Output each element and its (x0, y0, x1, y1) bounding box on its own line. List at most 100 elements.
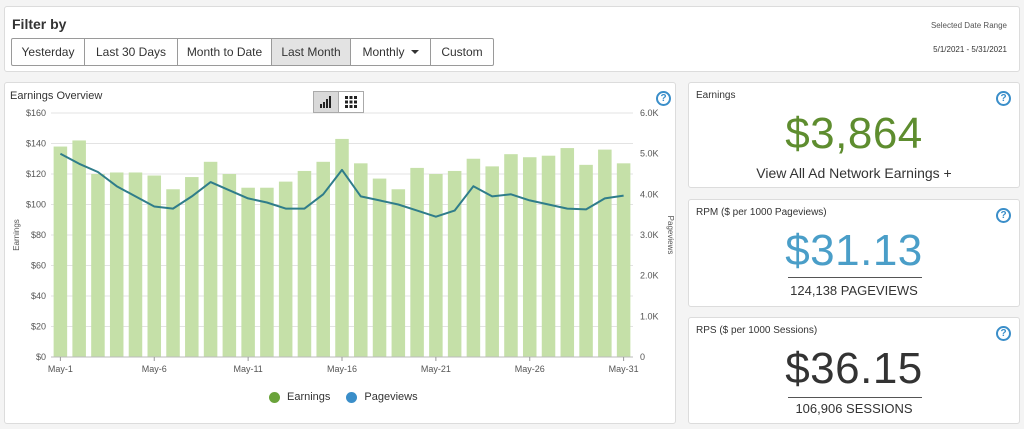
y-tick-label: $160 (26, 108, 46, 118)
rpm-card-title: RPM ($ per 1000 Pageviews) (696, 207, 827, 218)
legend-earnings-dot (269, 391, 280, 403)
y2-tick-label: 3.0K (640, 230, 659, 240)
rpm-card: RPM ($ per 1000 Pageviews) ? $31.13 124,… (688, 199, 1020, 307)
y-tick-label: $140 (26, 139, 46, 149)
legend-pageviews-label: Pageviews (364, 391, 418, 403)
earnings-bar (579, 164, 593, 357)
earnings-bar (260, 187, 274, 357)
y-tick-label: $40 (31, 291, 46, 301)
legend-pageviews-dot (346, 391, 358, 403)
rpm-help-icon[interactable]: ? (996, 208, 1011, 223)
y2-axis-label: Pageviews (666, 216, 675, 255)
chart-help-icon[interactable]: ? (656, 91, 671, 106)
earnings-bar (222, 174, 237, 357)
y2-tick-label: 6.0K (640, 108, 659, 118)
x-tick-label: May-6 (142, 364, 167, 374)
earnings-bar (429, 174, 443, 357)
y-tick-label: $60 (31, 261, 46, 271)
x-tick-label: May-26 (515, 364, 545, 374)
earnings-bar (598, 149, 612, 357)
earnings-bar (354, 163, 368, 357)
y-tick-label: $80 (31, 230, 46, 240)
earnings-bar (91, 174, 105, 357)
rpm-divider (788, 277, 922, 278)
y2-tick-label: 2.0K (640, 271, 659, 281)
earnings-bar (147, 175, 162, 357)
y-tick-label: $0 (36, 352, 46, 362)
x-tick-label: May-1 (48, 364, 73, 374)
y-tick-label: $120 (26, 169, 46, 179)
earnings-bar (241, 187, 255, 357)
earnings-value: $3,864 (785, 109, 923, 158)
legend-earnings-label: Earnings (287, 391, 331, 403)
pageviews-line (59, 152, 624, 218)
earnings-overview-panel: $0 $20 $40 $60 $80 $100 $120 $140 $160 0 1.0K 2.0K 3… (4, 82, 676, 424)
view-all-earnings-link[interactable]: View All Ad Network Earnings + (756, 165, 952, 181)
earnings-bar (185, 177, 199, 357)
earnings-bar (616, 163, 631, 357)
filter-yesterday-button[interactable]: Yesterday (11, 38, 85, 66)
rpm-value: $31.13 (785, 226, 923, 275)
earnings-help-icon[interactable]: ? (996, 91, 1011, 106)
date-range-label: Selected Date Range (930, 21, 1007, 30)
chart-view-toggle (313, 91, 364, 113)
rps-card: RPS ($ per 1000 Sessions) ? $36.15 106,9… (688, 317, 1020, 424)
rps-card-title: RPS ($ per 1000 Sessions) (696, 325, 818, 336)
earnings-bar (447, 170, 462, 357)
earnings-bar (560, 148, 575, 357)
x-tick-label: May-31 (609, 364, 639, 374)
earnings-bar (72, 140, 86, 357)
earnings-bar (391, 189, 406, 357)
bar-chart-icon[interactable] (313, 91, 339, 113)
rps-value: $36.15 (785, 344, 923, 393)
earnings-bar (504, 154, 518, 357)
grid-icon[interactable] (338, 91, 364, 113)
earnings-bar (166, 189, 180, 357)
earnings-bar (109, 172, 124, 357)
y2-tick-label: 1.0K (640, 311, 659, 321)
x-tick-label: May-11 (233, 364, 262, 374)
date-range-value: 5/1/2021 - 5/31/2021 (933, 45, 1007, 54)
earnings-card-title: Earnings (696, 90, 736, 101)
caret-down-icon (410, 50, 419, 54)
earnings-bar (278, 181, 293, 357)
earnings-bar (316, 161, 330, 357)
y2-tick-label: 5.0K (640, 149, 659, 159)
earnings-bar (410, 167, 424, 357)
earnings-bar (522, 157, 537, 357)
filter-last-30-days-button[interactable]: Last 30 Days (84, 38, 178, 66)
earnings-bar (485, 166, 499, 357)
y-tick-label: $20 (31, 322, 46, 332)
rps-sessions: 106,906 SESSIONS (795, 401, 913, 416)
earnings-bar (335, 138, 349, 357)
filter-title: Filter by (12, 16, 67, 32)
filter-monthly-label: Monthly (362, 45, 405, 59)
earnings-card: Earnings ? $3,864 View All Ad Network Ea… (688, 82, 1020, 188)
y2-tick-label: 4.0K (640, 189, 659, 199)
chart-title: Earnings Overview (10, 90, 103, 102)
earnings-bar (53, 146, 68, 357)
filter-last-month-button[interactable]: Last Month (271, 38, 351, 66)
filter-monthly-dropdown[interactable]: Monthly (350, 38, 431, 66)
legend-item-earnings[interactable]: Earnings (269, 391, 330, 403)
y-axis-label: Earnings (12, 219, 21, 251)
rps-help-icon[interactable]: ? (996, 326, 1011, 341)
earnings-bar (541, 155, 556, 357)
filter-month-to-date-button[interactable]: Month to Date (177, 38, 272, 66)
rpm-pageviews: 124,138 PAGEVIEWS (790, 283, 918, 298)
earnings-chart: $0 $20 $40 $60 $80 $100 $120 $140 $160 0 1.0K 2.0K 3… (12, 108, 675, 374)
y2-tick-label: 0 (640, 352, 645, 362)
filter-panel: Filter by Yesterday Last 30 Days Month t… (4, 6, 1020, 72)
x-tick-label: May-21 (421, 364, 451, 374)
legend-item-pageviews[interactable]: Pageviews (346, 391, 418, 403)
rps-divider (788, 397, 922, 398)
earnings-bar (203, 161, 218, 357)
chart-legend: Earnings Pageviews (269, 391, 434, 403)
filter-button-group: Yesterday Last 30 Days Month to Date Las… (11, 38, 494, 66)
x-tick-label: May-16 (327, 364, 357, 374)
earnings-bar (372, 178, 387, 357)
earnings-bar (466, 158, 481, 357)
earnings-bar (128, 172, 143, 357)
earnings-bar (297, 170, 312, 357)
filter-custom-button[interactable]: Custom (430, 38, 494, 66)
